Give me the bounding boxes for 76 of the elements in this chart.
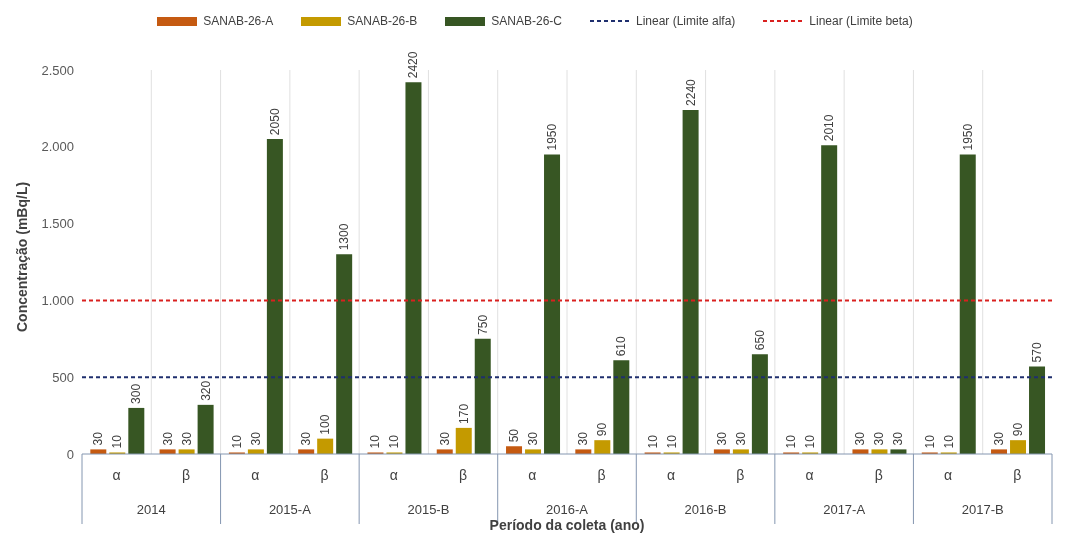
data-label: 10	[922, 434, 937, 449]
y-tick-label: 2.000	[41, 139, 74, 155]
y-tick-label: 1.500	[41, 216, 74, 232]
x-tick-label: β	[459, 467, 468, 483]
data-label: 2240	[683, 78, 698, 106]
x-tick-label: β	[874, 467, 883, 483]
text: 2017-A	[823, 502, 866, 517]
data-label: 10	[645, 434, 660, 449]
x-tick-label: β	[736, 467, 745, 483]
x-tick-label: α	[805, 467, 814, 483]
data-label: 1300	[337, 223, 352, 251]
x-tick-label: α	[528, 467, 537, 483]
data-label: 2010	[822, 114, 837, 142]
text: 2016-B	[684, 502, 727, 517]
x-tick-label: α	[389, 467, 398, 483]
x-tick-label: β	[181, 467, 190, 483]
data-label: 30	[576, 431, 591, 446]
y-tick-label: 500	[52, 369, 74, 385]
data-label: 10	[664, 434, 679, 449]
text: 2017-B	[961, 502, 1004, 517]
data-label: 30	[526, 431, 541, 446]
data-label: 30	[91, 431, 106, 446]
x-tick-label: α	[251, 467, 260, 483]
text: 2015-A	[268, 502, 312, 517]
data-label: 170	[456, 403, 471, 424]
text: 2016-A	[546, 502, 589, 517]
data-label: 30	[437, 431, 452, 446]
text: 2014	[136, 502, 166, 517]
data-label: 2050	[267, 108, 282, 136]
data-label: 30	[714, 431, 729, 446]
x-tick-label: α	[112, 467, 121, 483]
data-label: 90	[1011, 422, 1026, 437]
data-label: 30	[160, 431, 175, 446]
x-tick-label: β	[597, 467, 606, 483]
data-label: 750	[475, 314, 490, 335]
x-axis-title: Período da coleta (ano)	[489, 517, 645, 533]
x-tick-label: α	[666, 467, 675, 483]
data-label: 30	[299, 431, 314, 446]
data-label: 300	[129, 383, 144, 404]
data-label: 570	[1030, 342, 1045, 363]
x-tick-label: α	[944, 467, 953, 483]
legend-label: Linear (Limite alfa)	[635, 14, 736, 28]
data-label: 30	[891, 431, 906, 446]
data-label: 320	[198, 380, 213, 401]
legend-label: SANAB-26-A	[202, 14, 274, 28]
data-label: 2420	[406, 51, 421, 79]
data-label: 1950	[545, 123, 560, 151]
data-label: 30	[992, 431, 1007, 446]
data-label: 610	[614, 335, 629, 357]
data-label: 10	[368, 434, 383, 449]
x-tick-label: β	[1013, 467, 1022, 483]
data-label: 30	[853, 431, 868, 446]
y-axis-title: Concentração (mBq/L)	[13, 181, 30, 332]
text: 2015-B	[407, 502, 450, 517]
data-label: 10	[229, 434, 244, 449]
data-label: 30	[872, 431, 887, 446]
legend-label: Linear (Limite beta)	[808, 14, 913, 28]
data-label: 10	[784, 434, 799, 449]
legend-label: SANAB-26-C	[490, 14, 562, 28]
data-label: 90	[595, 422, 610, 437]
data-label: 50	[507, 428, 522, 443]
legend-label: SANAB-26-B	[346, 14, 418, 28]
y-tick-label: 2.500	[41, 62, 74, 78]
data-label: 650	[752, 329, 767, 351]
data-label: 10	[387, 434, 402, 449]
data-label: 10	[110, 434, 125, 449]
data-label: 30	[179, 431, 194, 446]
data-label: 10	[803, 434, 818, 449]
y-tick-label: 1.000	[41, 293, 74, 309]
data-label: 1950	[960, 123, 975, 151]
x-tick-label: β	[320, 467, 329, 483]
data-label: 30	[733, 431, 748, 446]
data-label: 30	[248, 431, 263, 446]
y-tick-label: 0	[66, 446, 74, 462]
data-label: 10	[941, 434, 956, 449]
data-label: 100	[318, 414, 333, 435]
